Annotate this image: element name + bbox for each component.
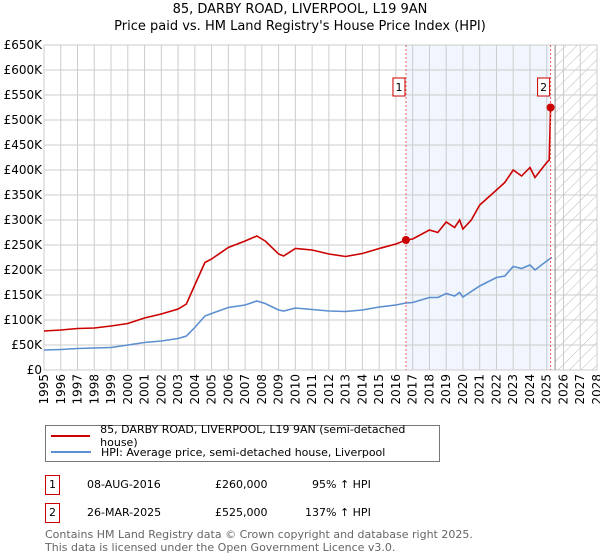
x-tick-label: 2005 [205,374,219,405]
x-tick-label: 2019 [439,374,453,405]
footer-line-2: This data is licensed under the Open Gov… [45,541,396,554]
x-tick-label: 2008 [255,374,269,405]
x-tick-label: 1998 [87,374,101,405]
x-tick-label: 2020 [456,374,470,405]
transaction-price: £525,000 [215,506,268,519]
x-tick-label: 2024 [523,374,537,405]
transaction-badge: 2 [45,503,60,523]
x-tick-label: 2017 [406,374,420,405]
x-tick-label: 2013 [339,374,353,405]
y-tick-label: £550K [4,88,44,102]
x-tick-label: 2002 [154,374,168,405]
y-tick-label: £200K [4,263,44,277]
transaction-hpi: 137% ↑ HPI [305,506,371,519]
annotation-label: 1 [395,81,402,94]
y-tick-label: £350K [4,188,44,202]
legend-item-hpi: HPI: Average price, semi-detached house,… [46,444,385,460]
chart-title: 85, DARBY ROAD, LIVERPOOL, L19 9AN [172,2,428,17]
legend-item-property: 85, DARBY ROAD, LIVERPOOL, L19 9AN (semi… [46,423,439,449]
y-tick-label: £150K [4,288,44,302]
x-tick-label: 2010 [288,374,302,405]
x-tick-label: 2018 [422,374,436,405]
x-tick-label: 2006 [221,374,235,405]
transaction-price: £260,000 [215,478,268,491]
x-tick-label: 1996 [54,374,68,405]
x-tick-label: 2003 [171,374,185,405]
x-tick-label: 1995 [37,374,51,405]
transaction-date: 08-AUG-2016 [87,478,161,491]
x-tick-label: 2011 [305,374,319,405]
legend-swatch-red [51,435,91,437]
transaction-badge: 1 [45,475,60,495]
x-tick-label: 2015 [372,374,386,405]
annotation-box [537,77,551,97]
legend-swatch-blue [51,451,91,453]
x-tick-label: 2023 [506,374,520,405]
y-tick-label: £100K [4,313,44,327]
y-tick-label: £400K [4,163,44,177]
sale-point [546,103,555,112]
legend-label: 85, DARBY ROAD, LIVERPOOL, L19 9AN (semi… [100,423,406,449]
x-tick-label: 2016 [389,374,403,405]
x-tick-label: 2007 [238,374,252,405]
chart-legend: 85, DARBY ROAD, LIVERPOOL, L19 9AN (semi… [45,423,440,462]
y-tick-label: £600K [4,63,44,77]
sale-point [401,236,410,244]
x-tick-label: 2022 [489,374,503,405]
footer: Contains HM Land Registry data © Crown c… [45,528,473,554]
y-tick-label: £500K [4,113,44,127]
x-tick-label: 2009 [272,374,286,405]
x-tick-label: 2026 [556,374,570,405]
x-tick-label: 1997 [71,374,85,405]
y-tick-label: £650K [4,38,44,52]
forecast-hatch [555,45,597,370]
transaction-hpi: 95% ↑ HPI [312,478,371,491]
y-tick-label: £50K [11,338,43,352]
series-line [43,256,553,351]
footer-line-1: Contains HM Land Registry data © Crown c… [45,528,473,541]
chart-subtitle: Price paid vs. HM Land Registry's House … [114,19,486,34]
x-tick-label: 2012 [322,374,336,405]
series-line [43,107,552,332]
x-tick-label: 2025 [540,374,554,405]
x-tick-label: 2000 [121,374,135,405]
y-tick-label: £450K [4,138,44,152]
x-tick-label: 2004 [188,374,202,405]
x-tick-label: 2014 [355,374,369,405]
x-tick-label: 2001 [138,374,152,405]
x-tick-label: 2021 [473,374,487,405]
transaction-date: 26-MAR-2025 [87,506,162,519]
x-tick-label: 2027 [573,374,587,405]
y-tick-label: £250K [4,238,44,252]
legend-label: HPI: Average price, semi-detached house,… [101,445,386,459]
annotation-label: 2 [540,81,547,94]
y-tick-label: £300K [4,213,44,227]
x-tick-label: 2028 [590,374,600,405]
x-tick-label: 1999 [104,374,118,405]
y-tick-label: £0 [27,363,42,377]
annotation-box [392,77,406,97]
